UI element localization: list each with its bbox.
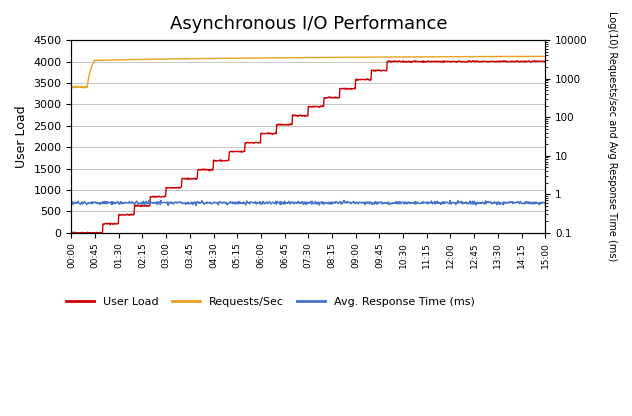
- Title: Asynchronous I/O Performance: Asynchronous I/O Performance: [169, 15, 447, 33]
- Y-axis label: Log(10) Requests/sec and Avg Response Time (ms): Log(10) Requests/sec and Avg Response Ti…: [607, 11, 617, 262]
- Y-axis label: User Load: User Load: [15, 105, 28, 168]
- Legend: User Load, Requests/Sec, Avg. Response Time (ms): User Load, Requests/Sec, Avg. Response T…: [62, 292, 479, 311]
